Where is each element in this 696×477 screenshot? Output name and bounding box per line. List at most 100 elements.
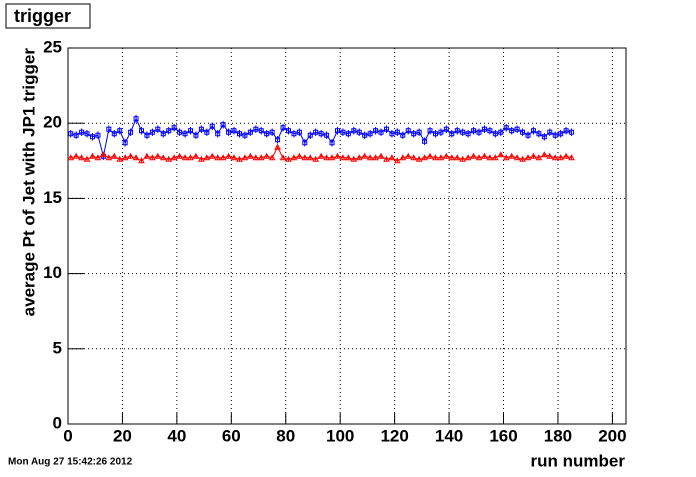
marker (296, 129, 302, 135)
x-tick-label: 0 (63, 426, 72, 445)
marker (252, 154, 260, 161)
marker (203, 154, 211, 161)
marker (351, 128, 357, 134)
marker (220, 122, 226, 128)
marker (465, 131, 471, 137)
marker (416, 129, 422, 135)
marker (317, 152, 325, 159)
marker (536, 131, 542, 137)
marker (318, 131, 324, 137)
marker (524, 154, 532, 161)
marker (214, 154, 222, 161)
x-axis-label: run number (531, 451, 626, 470)
marker (301, 154, 309, 161)
marker (89, 152, 96, 159)
marker (313, 129, 319, 135)
marker (132, 154, 140, 161)
marker (339, 154, 347, 161)
marker (356, 129, 362, 135)
y-tick-label: 5 (53, 338, 62, 357)
chart-title: trigger (14, 6, 71, 26)
marker (497, 151, 505, 158)
marker (105, 154, 113, 161)
x-tick-label: 20 (113, 426, 132, 445)
marker (171, 125, 177, 131)
marker (165, 155, 173, 162)
marker (230, 154, 238, 161)
marker (241, 154, 249, 161)
marker (302, 140, 308, 146)
marker (187, 154, 194, 161)
marker (117, 128, 123, 134)
marker (547, 129, 553, 135)
marker (177, 129, 183, 135)
marker (149, 154, 156, 161)
marker (258, 128, 264, 134)
marker (111, 131, 117, 137)
y-tick-label: 10 (43, 263, 62, 282)
marker (373, 128, 379, 134)
y-tick-label: 15 (43, 188, 62, 207)
timestamp: Mon Aug 27 15:42:26 2012 (8, 457, 133, 468)
marker (219, 154, 227, 161)
marker (84, 131, 90, 137)
marker (481, 126, 487, 132)
marker (454, 128, 460, 134)
marker (116, 155, 124, 162)
marker (100, 151, 107, 158)
marker (383, 155, 390, 162)
y-tick-label: 25 (43, 37, 62, 56)
marker (345, 154, 352, 161)
marker (166, 128, 172, 134)
marker (307, 132, 313, 138)
marker (144, 132, 150, 138)
marker (476, 129, 482, 135)
marker (274, 143, 281, 150)
x-tick-label: 140 (435, 426, 463, 445)
marker (443, 126, 449, 132)
marker (569, 129, 575, 135)
marker (508, 152, 516, 159)
title-box (5, 3, 91, 29)
marker (247, 129, 253, 135)
marker (540, 151, 548, 158)
marker (404, 152, 412, 159)
marker (546, 152, 554, 159)
marker (204, 129, 210, 135)
y-tick-label: 20 (43, 113, 62, 132)
marker (481, 152, 488, 159)
marker (192, 152, 200, 159)
marker (514, 126, 520, 132)
marker (449, 131, 455, 137)
marker (372, 154, 379, 161)
marker (208, 152, 216, 159)
marker (389, 131, 395, 137)
marker (149, 129, 155, 135)
marker (563, 128, 569, 134)
marker (253, 126, 259, 132)
marker (226, 129, 232, 135)
marker (427, 128, 433, 134)
marker (530, 152, 537, 159)
marker (513, 154, 521, 161)
marker (296, 152, 303, 159)
marker (355, 154, 363, 161)
marker (106, 126, 112, 132)
marker (159, 154, 167, 161)
marker (323, 154, 330, 161)
marker (503, 125, 509, 131)
marker (170, 154, 178, 161)
marker (181, 154, 189, 161)
x-tick-label: 80 (276, 426, 295, 445)
marker (269, 129, 275, 135)
marker (421, 154, 428, 161)
marker (459, 155, 467, 162)
marker (486, 154, 494, 161)
marker (551, 154, 559, 161)
marker (437, 154, 445, 161)
marker (453, 154, 461, 161)
marker (448, 154, 456, 161)
marker (78, 154, 85, 161)
marker (138, 157, 145, 164)
